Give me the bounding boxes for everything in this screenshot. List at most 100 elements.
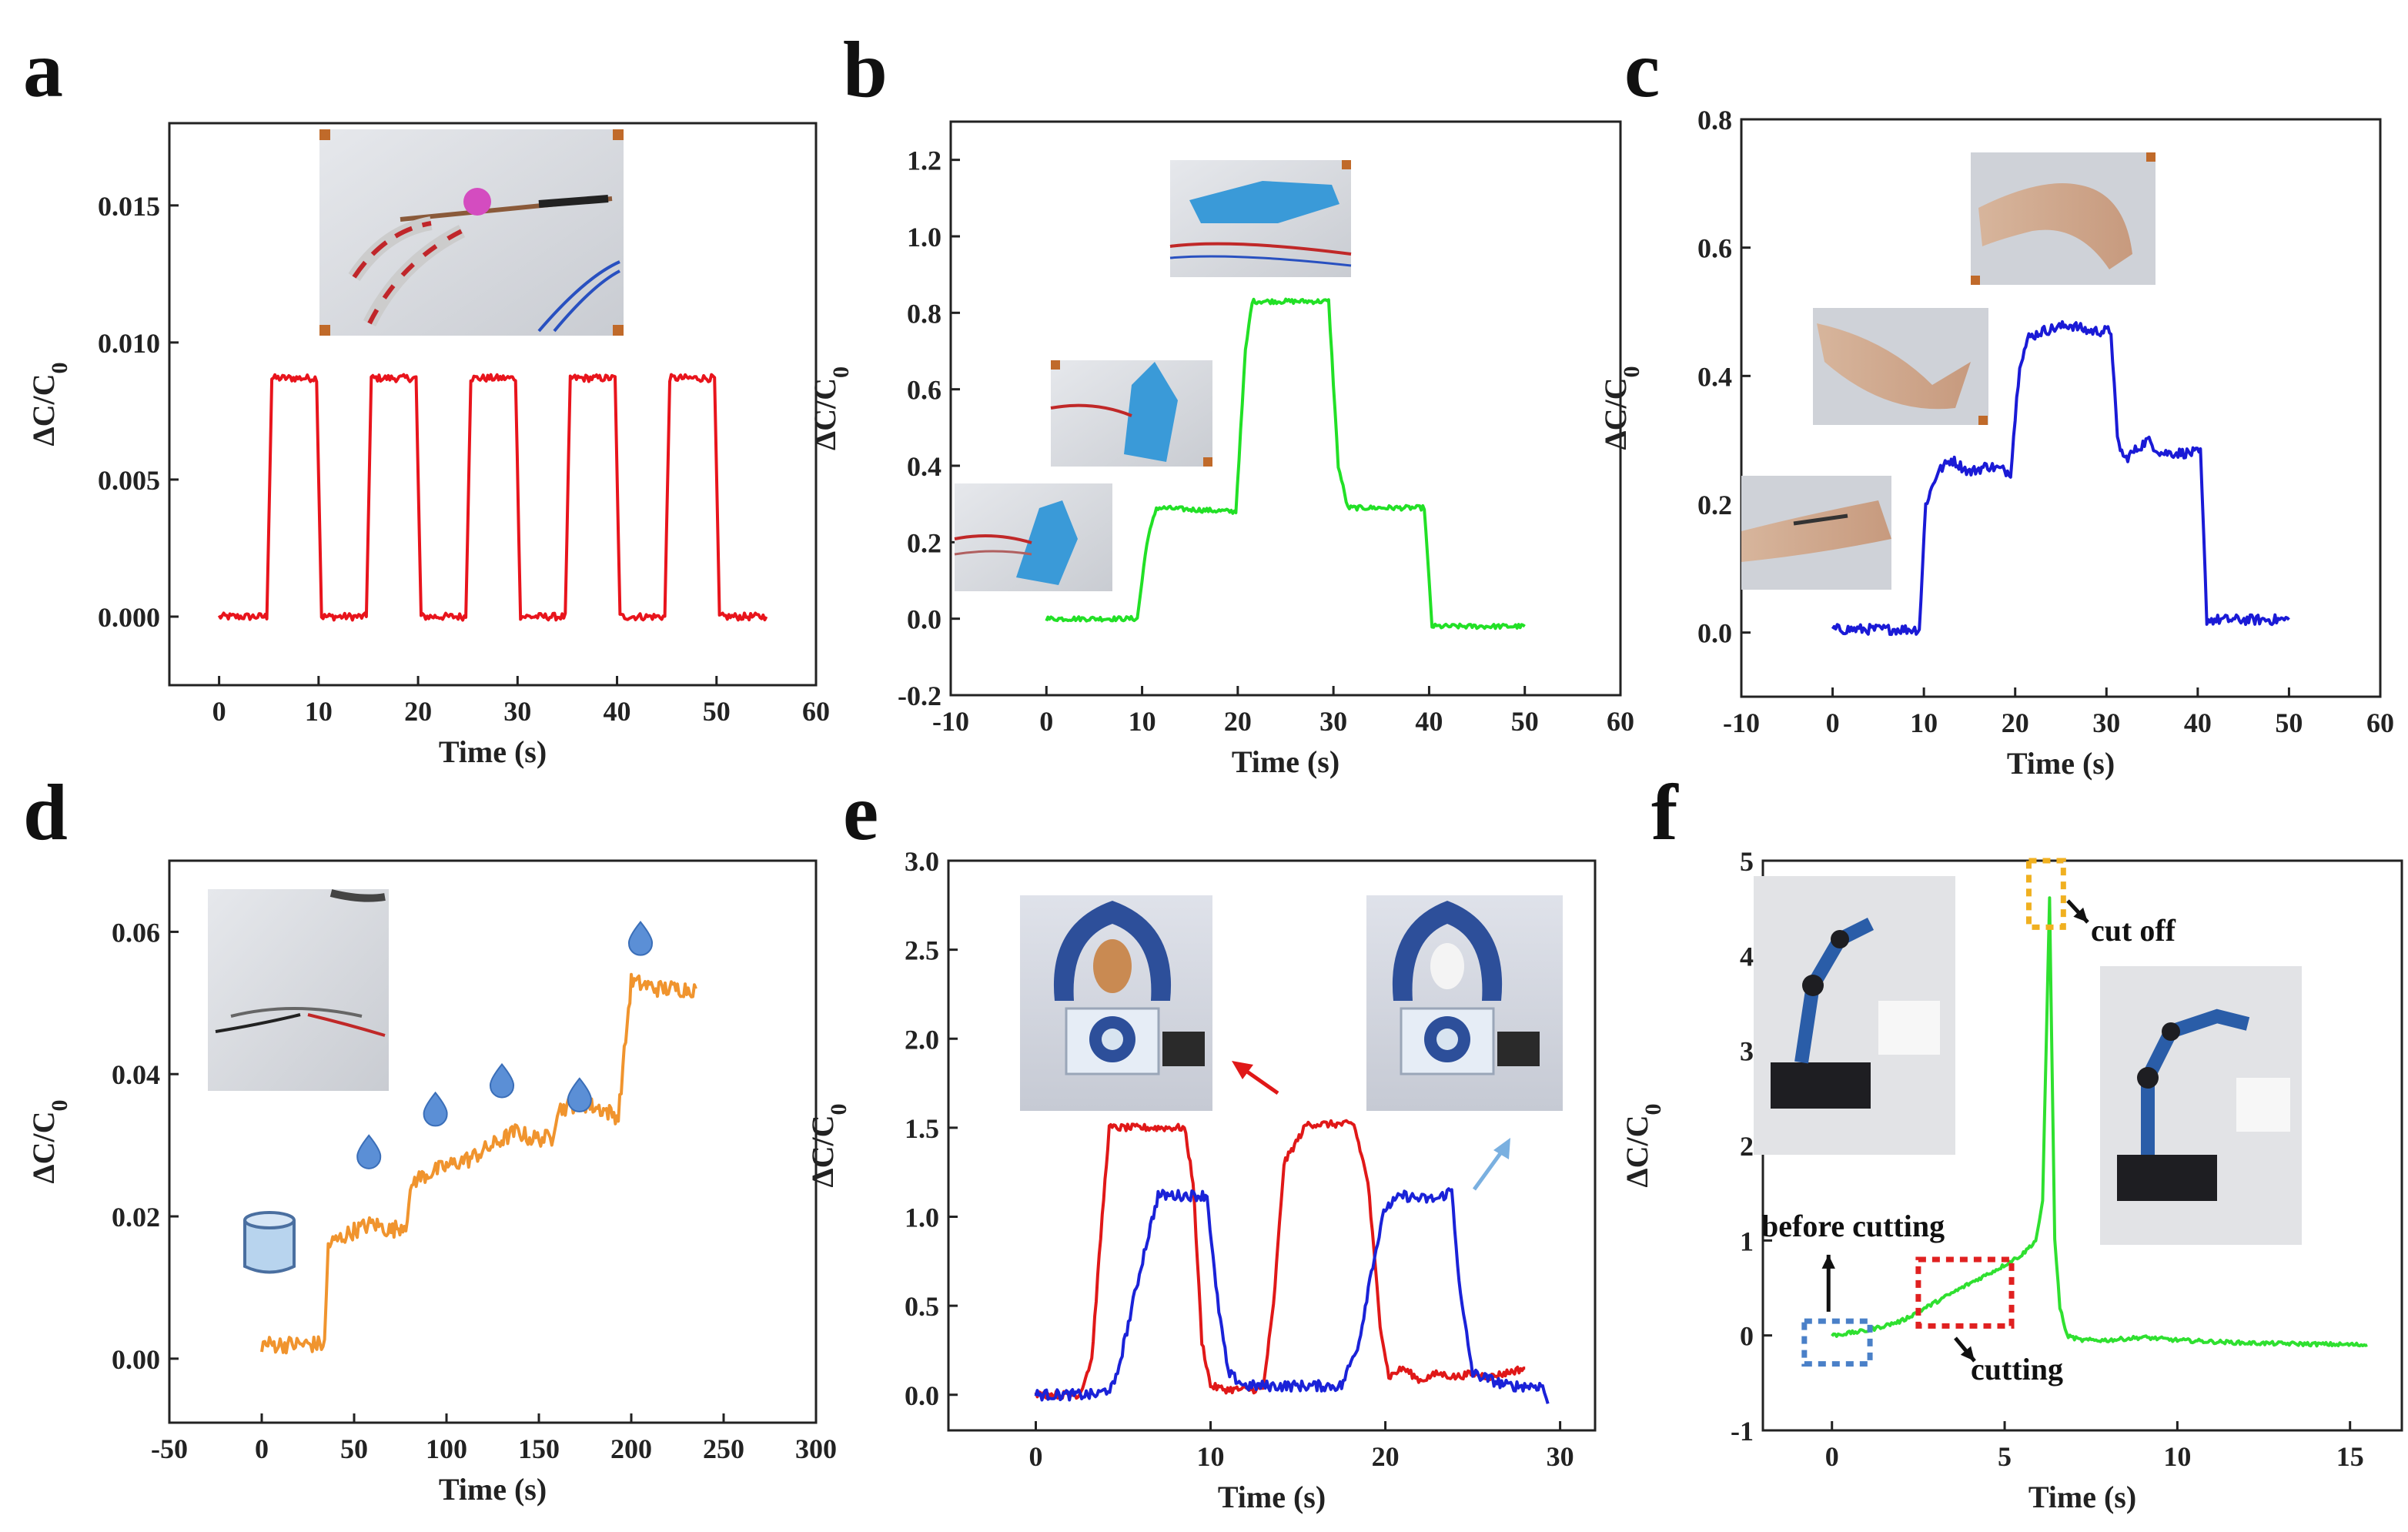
- y-tick-label: 1.5: [905, 1113, 939, 1144]
- series-line-f-f: [1831, 896, 2368, 1348]
- y-axis-label: ΔC/C0: [808, 366, 854, 450]
- y-tick-label: 5: [1740, 846, 1754, 877]
- y-tick-label: 1.2: [907, 146, 941, 176]
- photo-e-gripper-egg: [1020, 895, 1212, 1111]
- annotation-marks: [1801, 858, 2089, 1367]
- y-tick-label: 0.005: [98, 465, 160, 496]
- panel-letter-c: c: [1624, 25, 1660, 114]
- y-tick-label: 0.010: [98, 328, 160, 359]
- x-axis-label: Time (s): [2007, 746, 2115, 781]
- y-axis-label: ΔC/C0: [26, 1100, 72, 1184]
- x-tick-label: 30: [503, 696, 531, 727]
- photo-c-arm-1: [1741, 476, 1891, 590]
- x-tick-label: 0: [212, 696, 226, 727]
- series-line-a-a: [217, 373, 768, 622]
- dashed-box-cut-off: [2025, 858, 2066, 930]
- water-drop-icon: [489, 1062, 515, 1099]
- x-axis-label: Time (s): [439, 1472, 547, 1507]
- y-tick-label: 2: [1740, 1131, 1754, 1162]
- x-tick-label: 15: [2336, 1441, 2364, 1472]
- dashed-box-before-cutting: [1801, 1318, 1873, 1367]
- y-tick-label: 0.02: [112, 1202, 160, 1233]
- y-tick-label: 0.4: [1697, 361, 1732, 392]
- x-tick-label: 10: [1197, 1441, 1225, 1472]
- photo-b-glove-3: [1169, 160, 1352, 277]
- x-tick-label: 0: [1826, 707, 1840, 738]
- y-tick-label: 0.6: [1697, 233, 1732, 264]
- annotation-cut-off: cut off: [2091, 913, 2176, 948]
- x-tick-label: 50: [1511, 706, 1539, 737]
- series-line-e-red: [1034, 1119, 1526, 1400]
- plot-frame: [1740, 118, 2382, 698]
- x-tick-label: 20: [404, 696, 432, 727]
- plot-frame: [168, 122, 818, 687]
- x-axis-label: Time (s): [439, 734, 547, 769]
- y-tick-label: 3: [1740, 1036, 1754, 1067]
- x-tick-label: 0: [1039, 706, 1053, 737]
- x-tick-label: 60: [1607, 706, 1634, 737]
- y-tick-label: 2.0: [905, 1024, 939, 1055]
- photo-f-robot-arm-2: [2100, 966, 2302, 1245]
- photo-e-gripper-pingpong: [1366, 895, 1563, 1111]
- x-tick-label: 20: [2002, 707, 2029, 738]
- y-tick-label: -0.2: [898, 681, 941, 711]
- y-tick-label: 0.8: [907, 298, 941, 329]
- arrow-before-cutting-head: [1821, 1254, 1835, 1269]
- photo-c-arm-2: [1813, 308, 1988, 425]
- y-axis-label: ΔC/C0: [1620, 1104, 1666, 1188]
- y-tick-label: 0: [1740, 1321, 1754, 1352]
- y-tick-label: 0.2: [907, 527, 941, 558]
- x-tick-label: 100: [426, 1433, 467, 1464]
- x-tick-label: 5: [1998, 1441, 2012, 1472]
- x-tick-label: 60: [802, 696, 830, 727]
- arrow-cutting-head: [1960, 1346, 1975, 1361]
- plot-frame: [949, 120, 1622, 697]
- x-tick-label: 300: [795, 1433, 837, 1464]
- photo-a-electrode: [319, 129, 624, 336]
- dashed-box-cutting: [1915, 1256, 2015, 1329]
- y-tick-label: 0.0: [905, 1380, 939, 1411]
- y-tick-label: 0.015: [98, 191, 160, 222]
- water-drop-icons: [356, 921, 654, 1169]
- photo-c-arm-3: [1971, 152, 2155, 285]
- y-tick-label: -1: [1731, 1416, 1754, 1447]
- y-tick-label: 0.000: [98, 602, 160, 633]
- y-axis-label: ΔC/C0: [1598, 366, 1644, 450]
- chart-d: -50 0 50 100 150 200 250 300 0.00 0.02 0.04 0.06 Tim…: [26, 859, 837, 1507]
- x-tick-label: 10: [1910, 707, 1938, 738]
- y-tick-label: 2.5: [905, 935, 939, 966]
- annotation-before-cutting: before cutting: [1761, 1209, 1945, 1243]
- water-drop-icon: [356, 1134, 382, 1169]
- arrow-icon-red: [1232, 1061, 1279, 1095]
- series-line-b-b: [1045, 297, 1526, 631]
- plot-frame: [947, 859, 1597, 1432]
- x-axis-label: Time (s): [1218, 1480, 1326, 1514]
- y-tick-label: 0.00: [112, 1344, 160, 1375]
- arrow-cut-off-head: [2073, 907, 2088, 922]
- panel-letter-f: f: [1651, 768, 1679, 857]
- x-tick-label: 10: [2163, 1441, 2191, 1472]
- plot-frame: [168, 859, 818, 1424]
- y-tick-label: 4: [1740, 941, 1754, 972]
- y-tick-label: 3.0: [905, 846, 939, 877]
- water-drop-icon: [423, 1091, 448, 1127]
- chart-f: 0 5 10 15 -1 0 1 2 3 4 5 Time (s) ΔC/C0: [1620, 846, 2403, 1514]
- y-tick-label: 0.2: [1697, 490, 1732, 520]
- panel-letter-a: a: [23, 25, 63, 114]
- arrow-icon-blue: [1472, 1138, 1510, 1191]
- x-tick-label: 20: [1372, 1441, 1400, 1472]
- series-line-d-d: [260, 972, 697, 1355]
- series-line-e-blue: [1034, 1187, 1550, 1404]
- photo-f-robot-arm-1: [1754, 876, 1955, 1155]
- x-axis-label: Time (s): [1232, 744, 1339, 779]
- x-tick-label: 200: [610, 1433, 652, 1464]
- x-tick-label: 20: [1224, 706, 1252, 737]
- chart-c: -10 0 10 20 30 40 50 60 0.0 0.2 0.4 0.6 0.8 Time (s) Δ…: [1598, 105, 2394, 781]
- x-tick-label: 10: [1129, 706, 1156, 737]
- y-axis-label: ΔC/C0: [26, 363, 72, 447]
- photo-d-sensor: [208, 889, 389, 1091]
- annotation-cutting: cutting: [1971, 1352, 2063, 1386]
- x-tick-label: 10: [305, 696, 333, 727]
- panel-letter-e: e: [843, 768, 878, 857]
- chart-a: 0 10 20 30 40 50 60 0.000 0.005 0.010 0.015 Time (s…: [26, 122, 830, 769]
